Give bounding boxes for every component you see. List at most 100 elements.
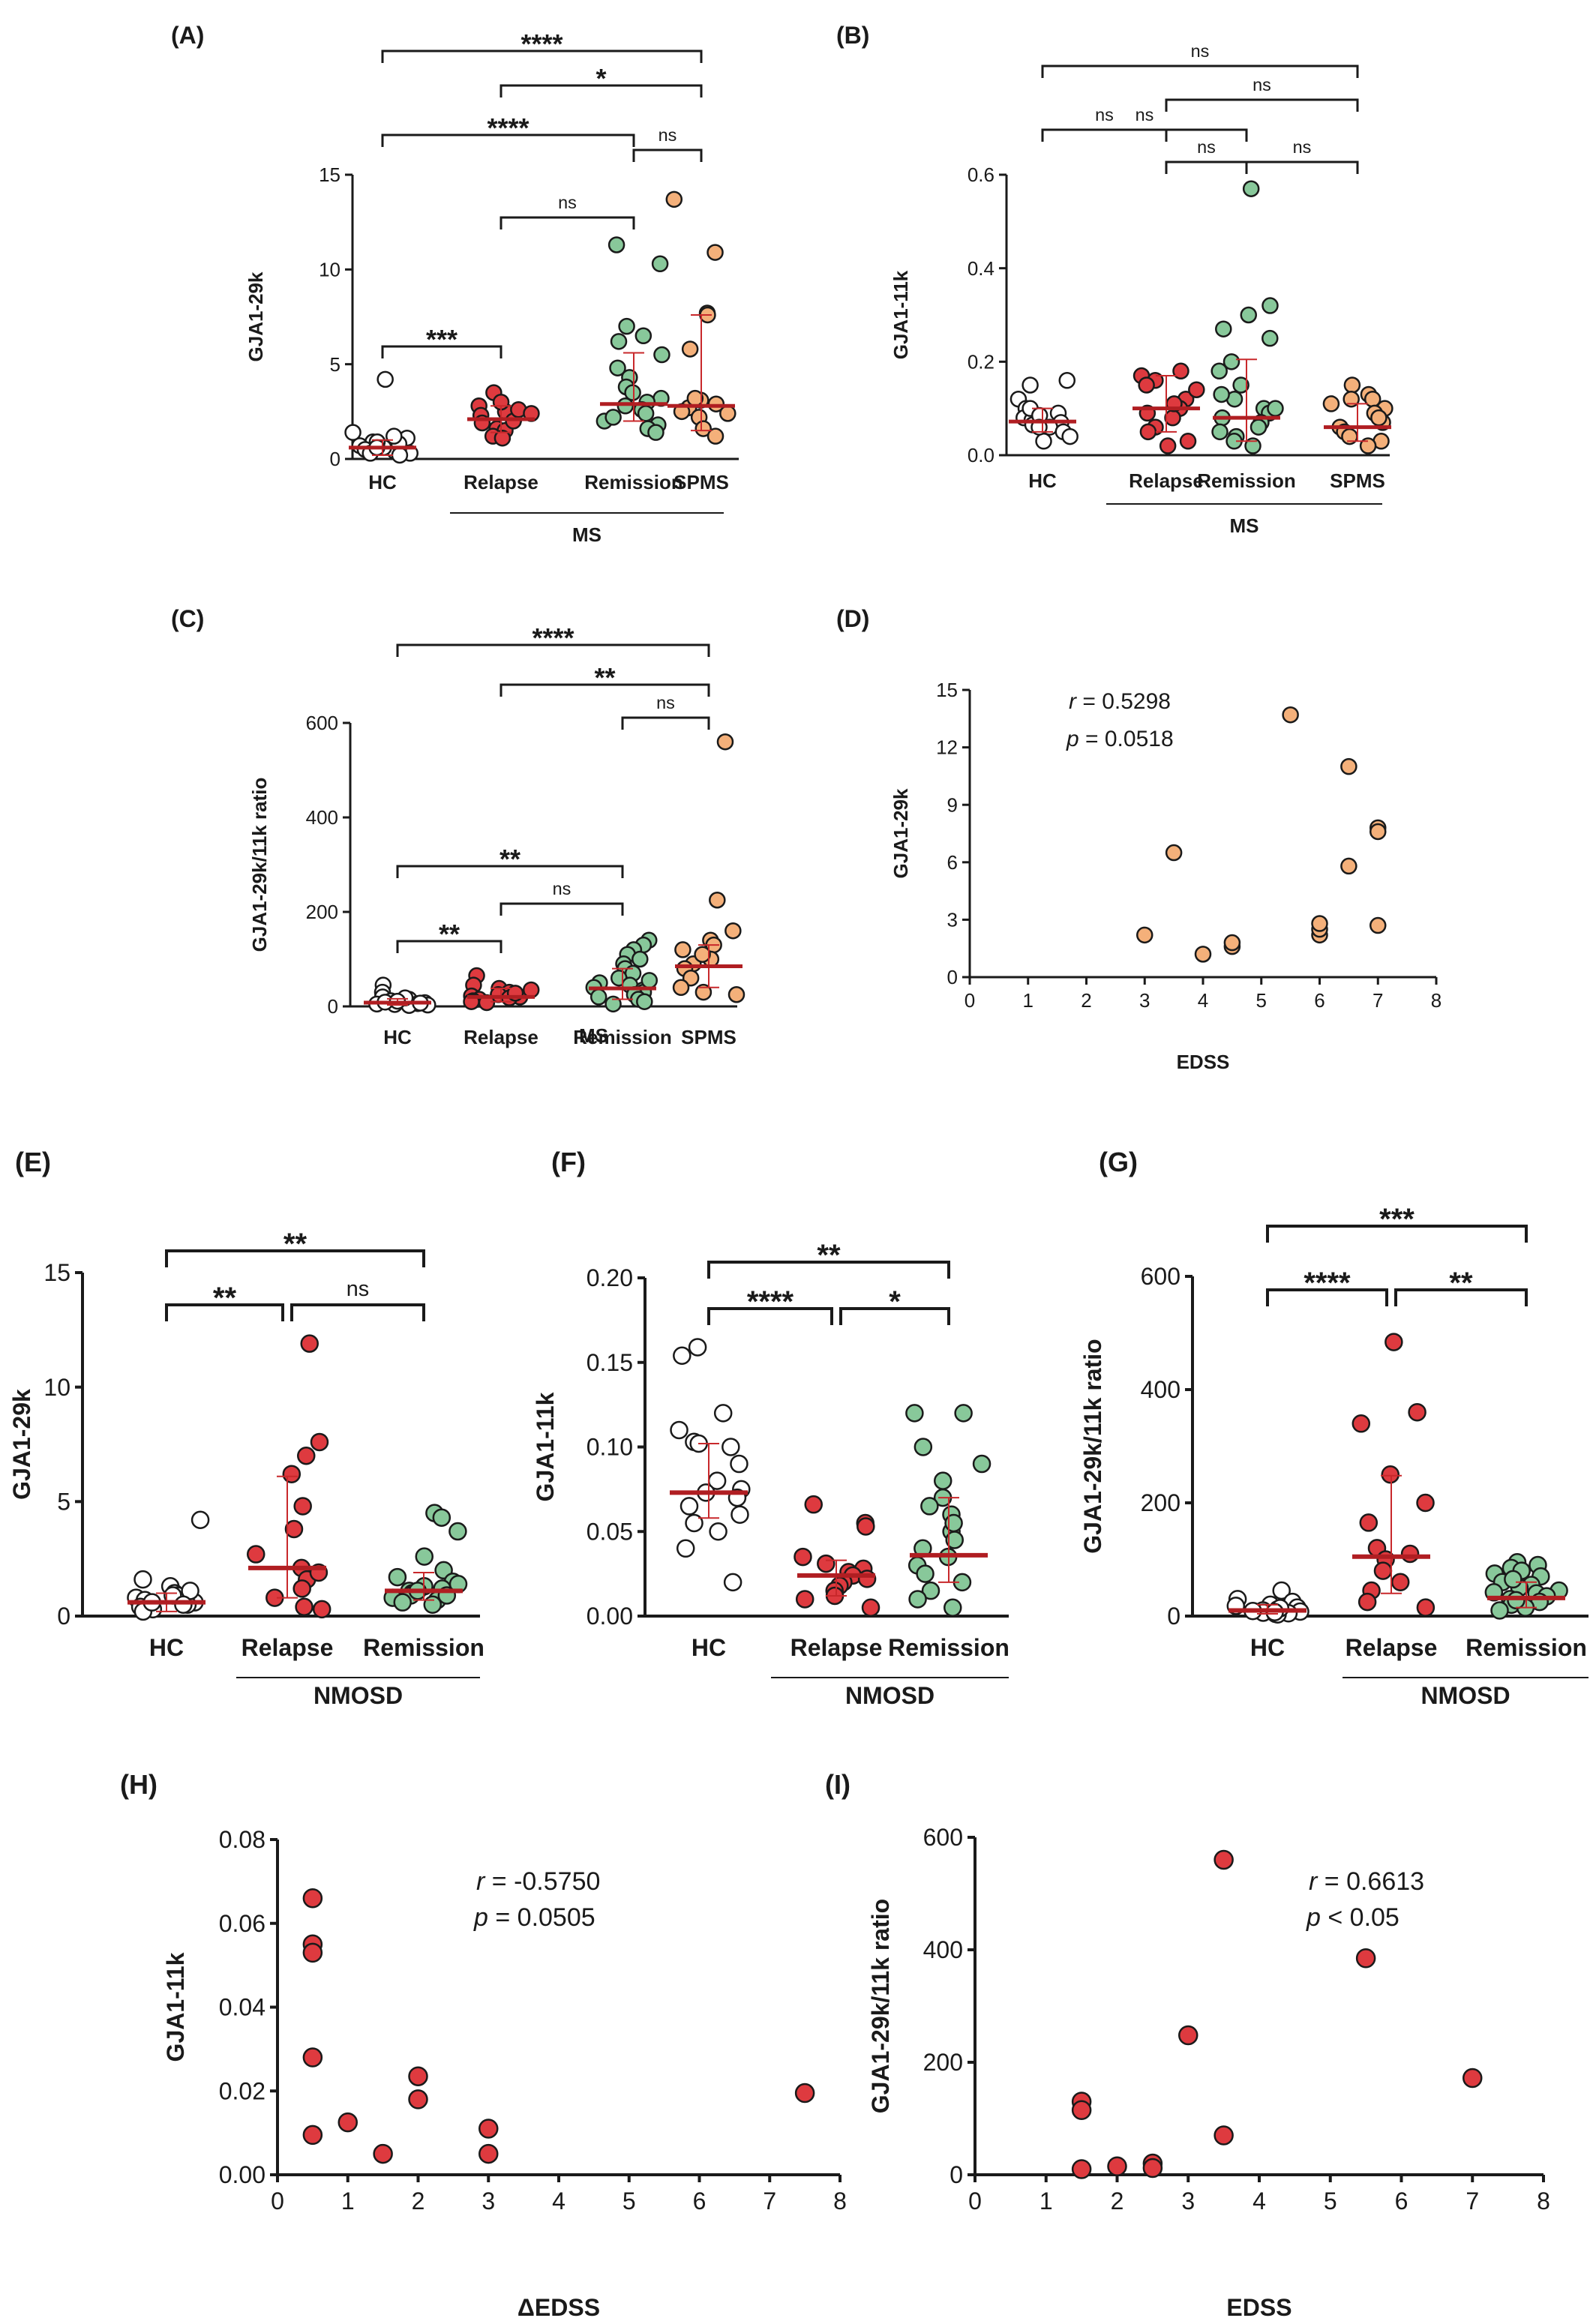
panel-label-C: (C) — [171, 605, 204, 632]
x-tick-label: 2 — [412, 2188, 425, 2215]
x-tick-label: HC — [692, 1634, 726, 1661]
significance-label: ns — [1095, 105, 1114, 124]
data-point — [634, 327, 652, 345]
data-point — [905, 1404, 924, 1423]
data-point — [297, 1447, 316, 1465]
y-tick-label: 9 — [947, 793, 958, 816]
x-tick-label: Relapse — [790, 1634, 883, 1661]
data-point — [1242, 180, 1260, 197]
y-tick-label: 0.06 — [219, 1910, 266, 1937]
x-tick-label: HC — [1028, 469, 1057, 492]
y-axis-label: GJA1-29k/11k ratio — [248, 778, 271, 952]
data-point — [408, 2089, 428, 2110]
y-tick-label: 0.4 — [968, 257, 994, 280]
data-point — [672, 979, 690, 997]
group-label: MS — [1230, 514, 1259, 537]
y-tick-label: 5 — [330, 353, 340, 376]
panel-label-E: (E) — [15, 1147, 51, 1177]
x-tick-label: 6 — [1395, 2188, 1408, 2215]
x-tick-label: 7 — [763, 2188, 776, 2215]
data-point — [685, 1513, 704, 1533]
data-point — [914, 1438, 933, 1456]
data-point — [724, 922, 742, 940]
data-point — [1390, 1573, 1410, 1591]
p-symbol: p — [1066, 727, 1079, 751]
data-point — [302, 2125, 323, 2146]
x-tick-label: SPMS — [674, 471, 729, 493]
y-axis-label: GJA1-11k — [890, 270, 912, 359]
data-point — [292, 1579, 311, 1598]
significance-bracket — [707, 1261, 950, 1279]
data-point — [706, 244, 724, 261]
data-point — [676, 1539, 695, 1558]
data-point — [1138, 376, 1155, 394]
data-point — [1071, 2159, 1092, 2179]
y-axis-label: GJA1-29k/11k ratio — [867, 1899, 894, 2113]
data-point — [716, 733, 734, 751]
data-point — [478, 2119, 499, 2139]
data-point — [1370, 409, 1388, 427]
data-point — [1159, 437, 1177, 454]
y-tick-label: 0 — [328, 995, 338, 1018]
data-point — [190, 1510, 210, 1530]
data-point — [1359, 437, 1377, 454]
data-point — [861, 1598, 880, 1617]
data-point — [1213, 385, 1230, 403]
y-tick-label: 10 — [44, 1374, 70, 1401]
y-tick-label: 0 — [950, 2161, 963, 2188]
panel-label-B: (B) — [836, 22, 869, 49]
data-point — [908, 1590, 927, 1609]
data-point — [604, 409, 622, 426]
data-point — [920, 1497, 939, 1516]
data-point — [1172, 362, 1190, 380]
data-point — [415, 1547, 434, 1566]
x-tick-label: Relapse — [242, 1634, 334, 1661]
y-tick-label: 0.04 — [219, 1994, 266, 2021]
data-point — [1214, 2125, 1234, 2146]
x-tick-label: 3 — [1139, 989, 1150, 1012]
data-point — [302, 1888, 323, 1909]
significance-bracket — [707, 1307, 833, 1325]
significance-label: **** — [532, 622, 574, 653]
data-point — [1358, 1592, 1377, 1612]
x-tick-label: 2 — [1081, 989, 1091, 1012]
data-point — [1340, 857, 1358, 875]
significance-bracket — [1266, 1288, 1388, 1306]
data-point — [1136, 926, 1154, 944]
data-point — [804, 1495, 823, 1514]
y-tick-label: 600 — [923, 1824, 963, 1851]
significance-bracket — [381, 345, 502, 358]
x-tick-label: 0 — [964, 989, 975, 1012]
data-point — [1490, 1601, 1509, 1620]
y-tick-label: 0.0 — [968, 444, 994, 466]
y-tick-label: 0 — [57, 1603, 70, 1630]
data-point — [1139, 423, 1157, 441]
data-point — [618, 317, 635, 335]
data-point — [1384, 1333, 1403, 1351]
y-tick-label: 15 — [319, 163, 340, 186]
significance-bracket — [290, 1303, 425, 1321]
data-point — [1071, 2100, 1092, 2120]
y-axis-label: GJA1-29k — [8, 1389, 35, 1500]
y-tick-label: 12 — [936, 736, 958, 759]
data-point — [686, 389, 704, 407]
data-point — [1340, 757, 1358, 775]
data-point — [817, 1554, 836, 1573]
significance-label: ** — [284, 1228, 308, 1261]
x-tick-label: 1 — [341, 2188, 355, 2215]
y-tick-label: 0.00 — [219, 2161, 266, 2188]
x-tick-label: 5 — [622, 2188, 636, 2215]
x-tick-label: Remission — [584, 471, 683, 493]
panel-label-G: (G) — [1099, 1147, 1138, 1177]
x-tick-label: 4 — [1252, 2188, 1266, 2215]
x-tick-label: 3 — [482, 2188, 495, 2215]
significance-label: ns — [558, 193, 577, 212]
p-symbol: p — [1306, 1903, 1321, 1932]
x-tick-label: HC — [149, 1634, 184, 1661]
panel-B: (B) 0.0 0.2 0.4 0.6 GJA1-11k HC RelapseRemissio… — [836, 22, 1394, 537]
x-tick-label: Remission — [888, 1634, 1010, 1661]
data-point — [795, 1590, 814, 1609]
significance-label: **** — [1304, 1267, 1351, 1300]
